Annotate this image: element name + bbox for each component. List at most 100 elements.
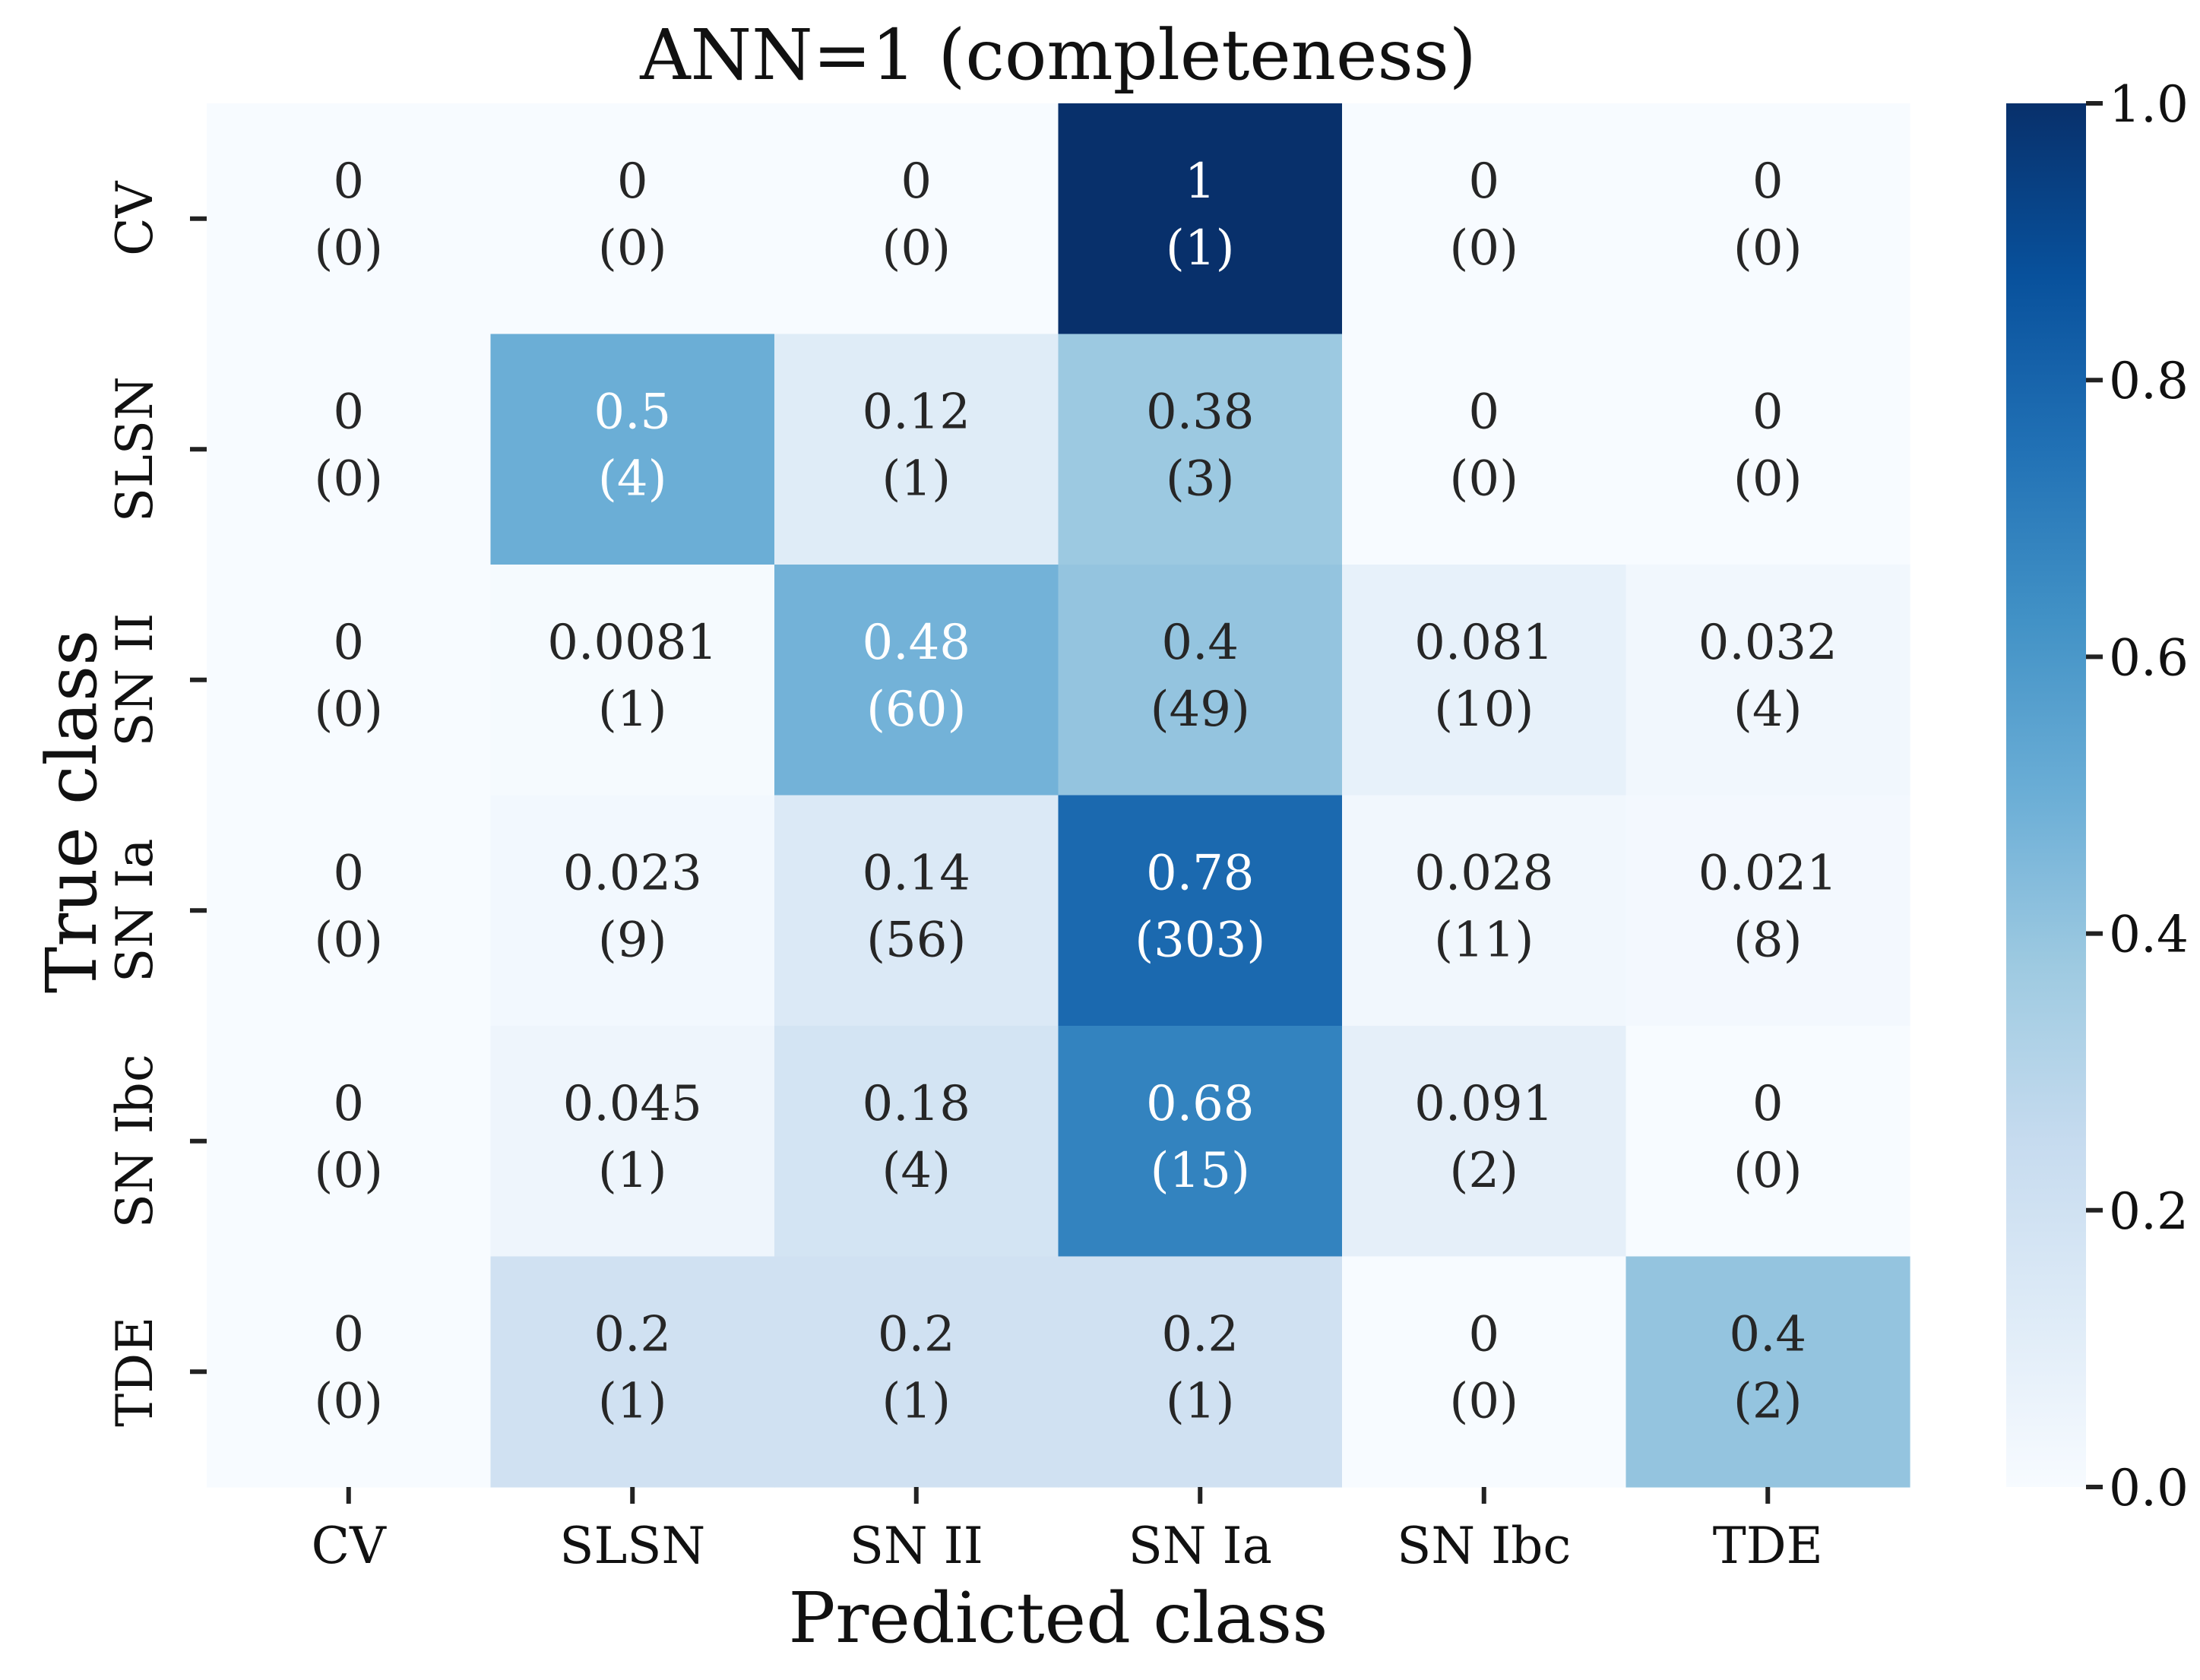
- cell-value-label: 1: [1185, 153, 1216, 210]
- y-tick-label-slsn: SLSN: [106, 376, 164, 522]
- cell-value-label: 0.5: [594, 384, 671, 440]
- heatmap-cell-sn-ii-slsn: [490, 565, 775, 796]
- cell-count-label: (0): [1733, 1143, 1803, 1199]
- heatmap-cell-sn-ia-slsn: [490, 795, 775, 1027]
- cell-value-label: 0.2: [878, 1306, 955, 1362]
- x-axis-label: Predicted class: [788, 1577, 1328, 1659]
- cell-count-label: (56): [866, 912, 966, 968]
- heatmap-cell-slsn-sn-ibc: [1342, 334, 1627, 565]
- cell-value-label: 0.48: [863, 615, 971, 671]
- heatmap-cell-slsn-sn-ia: [1058, 334, 1343, 565]
- cell-value-label: 0.091: [1414, 1076, 1553, 1132]
- heatmap-cell-labels: 0 (0) 0 (0) 0 (0) 1 (1) 0 (0) 0 (0) 0 (0) 0.5 (4) 0.12 (1…: [314, 153, 1837, 1430]
- cell-value-label: 0.045: [563, 1076, 702, 1132]
- cell-count-label: (60): [866, 682, 966, 738]
- cell-count-label: (49): [1151, 682, 1250, 738]
- y-tick-label-cv: CV: [106, 180, 164, 255]
- cell-value-label: 0: [1468, 153, 1499, 210]
- cell-value-label: 0.2: [1161, 1306, 1239, 1362]
- cell-value-label: 0: [1752, 1076, 1784, 1132]
- heatmap-cell-sn-ia-cv: [207, 795, 492, 1027]
- heatmap-cell-sn-ii-sn-ii: [774, 565, 1059, 796]
- heatmap-cell-sn-ii-cv: [207, 565, 492, 796]
- x-tick-label-cv: CV: [312, 1517, 387, 1575]
- cell-value-label: 0.021: [1698, 845, 1838, 901]
- cell-count-label: (2): [1449, 1143, 1518, 1199]
- heatmap-cell-cv-tde: [1625, 103, 1910, 335]
- y-tick-label-sn-ibc: SN Ibc: [106, 1054, 164, 1228]
- cell-count-label: (0): [598, 220, 667, 277]
- heatmap-cell-cv-sn-ia: [1058, 103, 1343, 335]
- cell-count-label: (0): [1449, 451, 1518, 507]
- x-tick-label-sn-ia: SN Ia: [1128, 1517, 1272, 1575]
- cell-count-label: (0): [314, 451, 383, 507]
- cell-count-label: (4): [882, 1143, 951, 1199]
- colorbar-scale: [2006, 103, 2086, 1487]
- cell-count-label: (0): [882, 220, 951, 277]
- cell-count-label: (4): [598, 451, 667, 507]
- y-tick-label-sn-ii: SN II: [106, 613, 164, 747]
- heatmap-cell-slsn-sn-ii: [774, 334, 1059, 565]
- cell-count-label: (11): [1434, 912, 1534, 968]
- heatmap-cell-sn-ibc-sn-ii: [774, 1026, 1059, 1258]
- cell-count-label: (1): [598, 1373, 667, 1429]
- cell-count-label: (8): [1733, 912, 1803, 968]
- cell-value-label: 0: [333, 615, 364, 671]
- cell-count-label: (1): [1166, 220, 1235, 277]
- cell-value-label: 0.4: [1161, 615, 1239, 671]
- heatmap-cell-sn-ia-sn-ibc: [1342, 795, 1627, 1027]
- heatmap-cell-cv-slsn: [490, 103, 775, 335]
- y-tick-label-tde: TDE: [106, 1317, 164, 1427]
- heatmap-cell-slsn-tde: [1625, 334, 1910, 565]
- heatmap-cell-sn-ia-tde: [1625, 795, 1910, 1027]
- x-axis: CV SLSN SN II SN Ia SN Ibc TDE: [312, 1487, 1823, 1575]
- cell-value-label: 0.78: [1146, 845, 1255, 901]
- colorbar: 0.0 0.2 0.4 0.6 0.8 1.0: [2006, 75, 2189, 1517]
- cell-value-label: 0: [1752, 384, 1784, 440]
- cell-count-label: (0): [1733, 451, 1803, 507]
- chart-title: ANN=1 (completeness): [640, 14, 1477, 96]
- colorbar-tick-label: 0.6: [2109, 628, 2189, 687]
- heatmap-cell-sn-ibc-slsn: [490, 1026, 775, 1258]
- cell-count-label: (1): [882, 1373, 951, 1429]
- y-axis: CV SLSN SN II SN Ia SN Ibc TDE: [106, 180, 207, 1427]
- heatmap-cell-sn-ibc-sn-ibc: [1342, 1026, 1627, 1258]
- cell-value-label: 0: [901, 153, 932, 210]
- cell-value-label: 0.4: [1729, 1306, 1806, 1362]
- cell-value-label: 0.68: [1146, 1076, 1255, 1132]
- cell-count-label: (0): [1733, 220, 1803, 277]
- cell-value-label: 0: [333, 153, 364, 210]
- cell-value-label: 0: [333, 384, 364, 440]
- x-tick-label-tde: TDE: [1713, 1517, 1823, 1575]
- cell-value-label: 0.028: [1414, 845, 1553, 901]
- cell-count-label: (0): [314, 1143, 383, 1199]
- x-tick-label-sn-ibc: SN Ibc: [1397, 1517, 1571, 1575]
- cell-count-label: (10): [1434, 682, 1534, 738]
- heatmap-cells: [207, 103, 1910, 1488]
- heatmap-cell-tde-sn-ibc: [1342, 1256, 1627, 1488]
- cell-count-label: (0): [314, 682, 383, 738]
- heatmap-cell-sn-ii-sn-ibc: [1342, 565, 1627, 796]
- heatmap-cell-slsn-slsn: [490, 334, 775, 565]
- heatmap-cell-tde-slsn: [490, 1256, 775, 1488]
- cell-count-label: (1): [1166, 1373, 1235, 1429]
- cell-count-label: (0): [314, 220, 383, 277]
- x-tick-label-sn-ii: SN II: [850, 1517, 983, 1575]
- colorbar-tick-label: 1.0: [2109, 75, 2189, 134]
- heatmap-cell-cv-cv: [207, 103, 492, 335]
- cell-value-label: 0: [617, 153, 648, 210]
- cell-count-label: (1): [598, 682, 667, 738]
- heatmap-cell-sn-ii-sn-ia: [1058, 565, 1343, 796]
- heatmap-cell-sn-ii-tde: [1625, 565, 1910, 796]
- cell-count-label: (0): [314, 912, 383, 968]
- heatmap-cell-cv-sn-ii: [774, 103, 1059, 335]
- cell-count-label: (0): [314, 1373, 383, 1429]
- colorbar-tick-label: 0.2: [2109, 1182, 2189, 1241]
- cell-value-label: 0.2: [594, 1306, 671, 1362]
- cell-value-label: 0: [333, 845, 364, 901]
- heatmap-cell-tde-sn-ii: [774, 1256, 1059, 1488]
- heatmap-cell-tde-tde: [1625, 1256, 1910, 1488]
- heatmap-cell-sn-ibc-sn-ia: [1058, 1026, 1343, 1258]
- cell-value-label: 0: [1468, 384, 1499, 440]
- cell-value-label: 0: [1752, 153, 1784, 210]
